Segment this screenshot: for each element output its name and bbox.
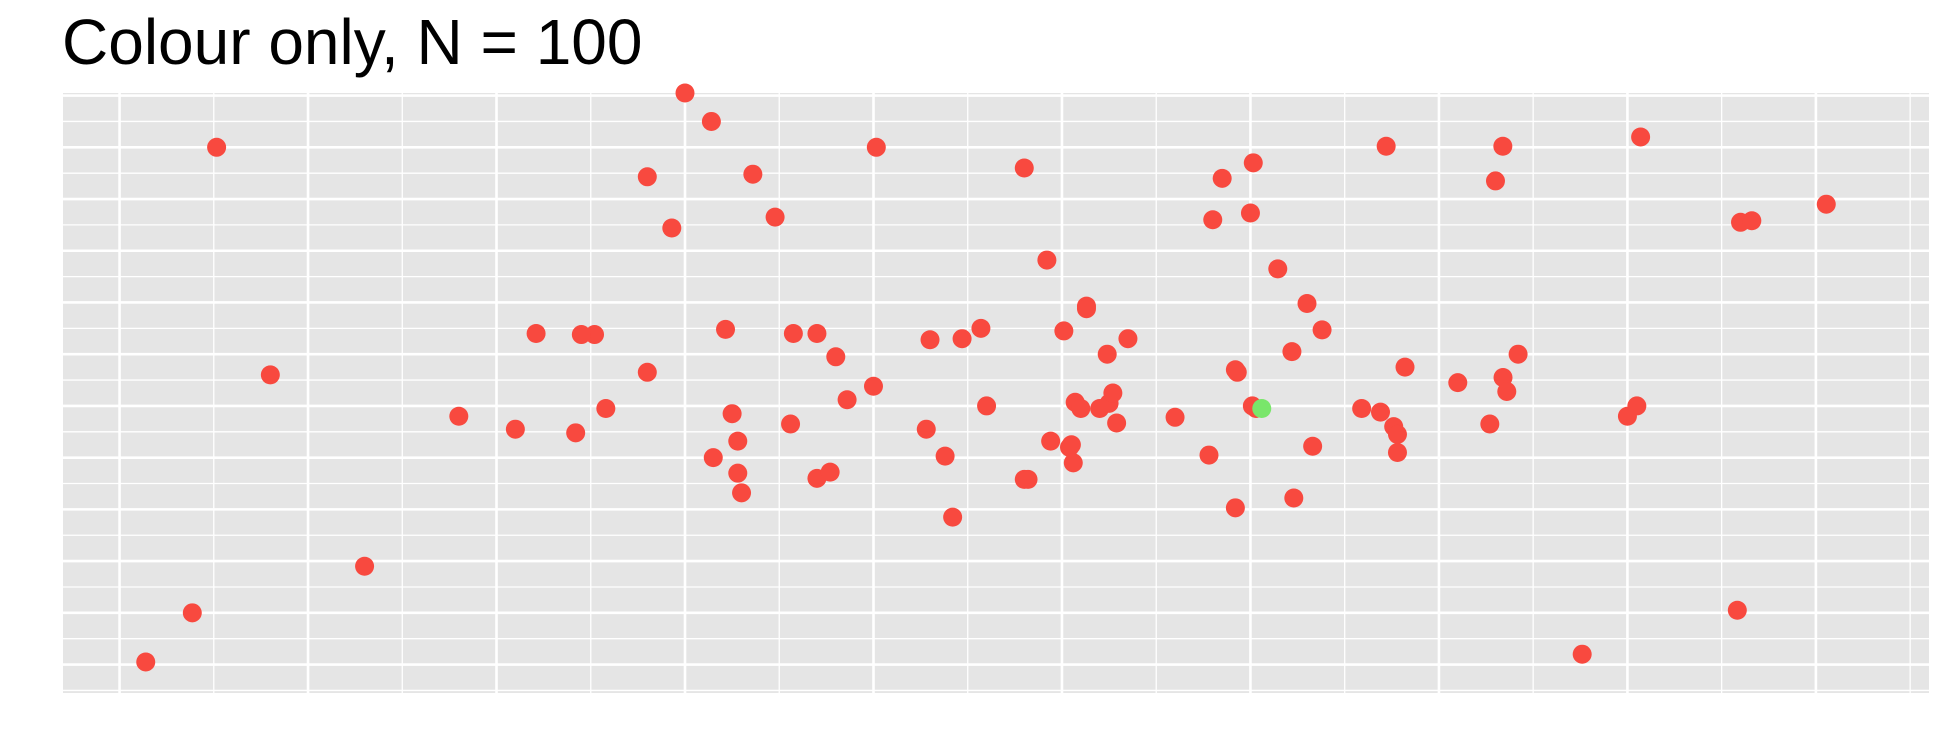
data-point xyxy=(449,406,469,426)
data-point xyxy=(1014,158,1034,178)
data-point xyxy=(703,448,723,468)
data-point xyxy=(1448,373,1468,393)
data-point xyxy=(863,376,883,396)
data-point xyxy=(952,329,972,349)
data-point xyxy=(637,362,657,382)
data-point xyxy=(716,319,736,339)
data-point xyxy=(977,396,997,416)
data-point xyxy=(1103,383,1123,403)
data-point xyxy=(820,462,840,482)
data-point xyxy=(1387,424,1407,444)
data-point xyxy=(1227,362,1247,382)
data-point xyxy=(1387,442,1407,462)
data-point xyxy=(701,111,721,131)
data-point xyxy=(1054,321,1074,341)
data-point xyxy=(1060,437,1080,457)
data-point xyxy=(1617,406,1637,426)
data-point xyxy=(1063,453,1083,473)
data-point xyxy=(1076,299,1096,319)
data-point xyxy=(943,507,963,527)
data-point xyxy=(1018,469,1038,489)
data-point xyxy=(260,365,280,385)
data-point xyxy=(826,347,846,367)
data-point xyxy=(722,404,742,424)
data-point xyxy=(1243,153,1263,173)
data-point xyxy=(1742,211,1762,231)
data-point xyxy=(807,324,827,344)
data-point xyxy=(1395,357,1415,377)
data-point xyxy=(1376,136,1396,156)
data-points xyxy=(136,83,1836,672)
data-point xyxy=(1816,194,1836,214)
data-point xyxy=(1097,344,1117,364)
data-point xyxy=(1203,210,1223,230)
data-point xyxy=(585,325,605,345)
data-point xyxy=(1225,498,1245,518)
data-point xyxy=(1165,407,1185,427)
data-point xyxy=(1631,127,1651,147)
data-point xyxy=(1297,294,1317,314)
data-point xyxy=(732,483,752,503)
data-point xyxy=(1493,136,1513,156)
data-point xyxy=(743,164,763,184)
data-point xyxy=(1497,381,1517,401)
data-point xyxy=(765,207,785,227)
plot-panel xyxy=(63,93,1929,693)
data-point xyxy=(920,330,940,350)
data-point xyxy=(1480,414,1500,434)
data-point xyxy=(596,399,616,419)
data-point xyxy=(1199,445,1219,465)
data-point xyxy=(355,556,375,576)
data-point xyxy=(1303,436,1323,456)
data-point xyxy=(207,137,227,157)
data-point xyxy=(837,390,857,410)
data-point xyxy=(1071,399,1091,419)
data-point xyxy=(1037,250,1057,270)
data-point xyxy=(916,419,936,439)
data-point xyxy=(1118,329,1138,349)
data-point xyxy=(728,463,748,483)
data-point xyxy=(1572,644,1592,664)
data-point xyxy=(571,325,591,345)
data-point xyxy=(136,652,156,672)
data-point xyxy=(1240,203,1260,223)
data-point xyxy=(866,137,886,157)
data-point xyxy=(971,318,991,338)
data-point xyxy=(505,419,525,439)
minor-gridlines xyxy=(24,93,1929,693)
data-point xyxy=(1107,413,1127,433)
data-point xyxy=(1212,168,1232,188)
data-point xyxy=(1312,320,1332,340)
data-point xyxy=(662,218,682,238)
data-point xyxy=(1041,431,1061,451)
data-point xyxy=(1352,399,1372,419)
data-point xyxy=(637,167,657,187)
data-point xyxy=(182,603,202,623)
data-point xyxy=(566,423,586,443)
data-point xyxy=(526,324,546,344)
data-point xyxy=(675,83,695,103)
data-point xyxy=(1727,600,1747,620)
data-point xyxy=(728,431,748,451)
data-point xyxy=(1284,488,1304,508)
data-point xyxy=(783,324,803,344)
data-point xyxy=(1268,259,1288,279)
data-point xyxy=(1485,171,1505,191)
chart-title: Colour only, N = 100 xyxy=(62,6,643,78)
data-point xyxy=(781,414,801,434)
highlighted-data-point xyxy=(1252,399,1272,419)
data-point xyxy=(1282,342,1302,362)
data-point xyxy=(1371,402,1391,422)
data-point xyxy=(1508,344,1528,364)
data-point xyxy=(935,446,955,466)
